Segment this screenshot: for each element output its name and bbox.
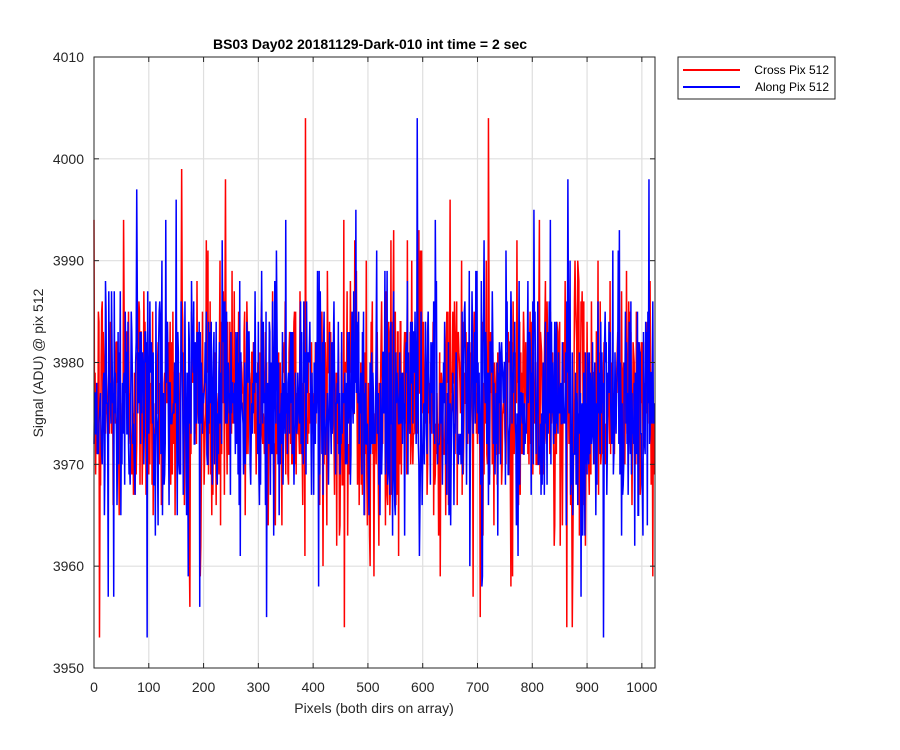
y-tick-labels: 3950 3960 3970 3980 3990 4000 4010 — [53, 49, 84, 676]
x-axis-label: Pixels (both dirs on array) — [294, 700, 454, 716]
legend-label-along: Along Pix 512 — [755, 80, 829, 94]
x-tick-label: 800 — [521, 679, 545, 695]
y-tick-label: 3950 — [53, 660, 84, 676]
legend-label-cross: Cross Pix 512 — [754, 63, 829, 77]
series-line-along-pix-512 — [93, 118, 656, 638]
x-tick-label: 200 — [192, 679, 216, 695]
y-tick-label: 3980 — [53, 355, 84, 371]
legend: Cross Pix 512 Along Pix 512 — [677, 56, 836, 100]
y-tick-label: 3990 — [53, 253, 84, 269]
legend-box — [677, 56, 836, 100]
chart-title: BS03 Day02 20181129-Dark-010 int time = … — [213, 36, 527, 52]
y-tick-label: 4010 — [53, 49, 84, 65]
y-axis-label: Signal (ADU) @ pix 512 — [30, 288, 46, 437]
series-layer — [93, 118, 656, 638]
x-tick-label: 0 — [90, 679, 98, 695]
y-tick-label: 4000 — [53, 151, 84, 167]
x-tick-label: 400 — [301, 679, 325, 695]
x-tick-label: 900 — [575, 679, 599, 695]
x-tick-label: 1000 — [626, 679, 657, 695]
x-tick-label: 600 — [411, 679, 435, 695]
y-tick-label: 3960 — [53, 558, 84, 574]
x-tick-label: 300 — [247, 679, 271, 695]
x-tick-labels: 0 100 200 300 400 500 600 700 800 900 1000 — [90, 679, 658, 695]
x-tick-label: 500 — [356, 679, 380, 695]
y-tick-label: 3970 — [53, 456, 84, 472]
plot-area — [93, 56, 656, 669]
x-tick-label: 100 — [137, 679, 161, 695]
tick-marks — [93, 56, 655, 669]
x-tick-label: 700 — [466, 679, 490, 695]
